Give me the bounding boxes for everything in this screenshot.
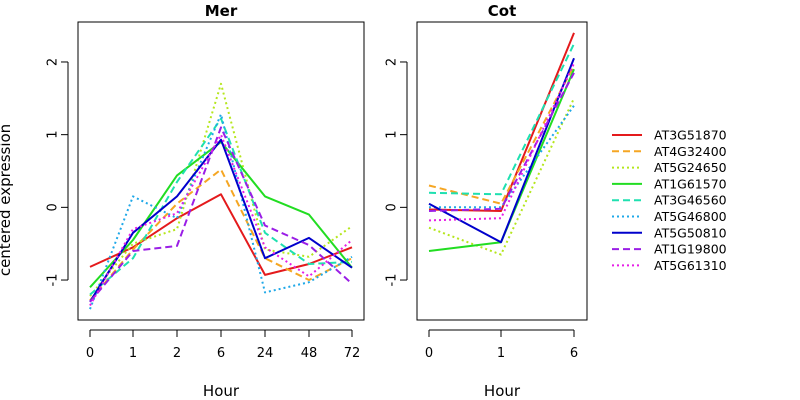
x-tick-label: 6 bbox=[217, 346, 225, 361]
series-line-at3g46560 bbox=[89, 117, 353, 296]
y-tick-label: 2 bbox=[46, 58, 61, 66]
panel-title: Cot bbox=[488, 2, 516, 20]
y-tick-label: 2 bbox=[385, 58, 400, 66]
y-axis-label: centered expression bbox=[0, 124, 14, 276]
y-tick-label: -1 bbox=[46, 274, 61, 287]
y-tick-label: 1 bbox=[46, 131, 61, 139]
x-tick-label: 6 bbox=[570, 346, 578, 361]
legend-label: AT3G51870 bbox=[654, 128, 727, 143]
x-tick-label: 2 bbox=[173, 346, 181, 361]
series-line-at4g32400 bbox=[428, 65, 575, 205]
plot-frame bbox=[77, 21, 365, 321]
panel-title: Mer bbox=[205, 2, 238, 20]
series-line-at5g61310 bbox=[428, 62, 575, 222]
legend-label: AT5G61310 bbox=[654, 258, 727, 273]
series-line-at5g50810 bbox=[428, 57, 575, 244]
legend-label: AT5G24650 bbox=[654, 160, 727, 175]
x-axis-label: Hour bbox=[203, 382, 240, 400]
series-line-at1g19800 bbox=[428, 72, 575, 212]
series-line-at1g61570 bbox=[428, 68, 575, 252]
legend-label: AT3G46560 bbox=[654, 193, 727, 208]
y-tick-label: 0 bbox=[385, 203, 400, 211]
y-tick-label: 0 bbox=[46, 203, 61, 211]
y-tick-label: 1 bbox=[385, 131, 400, 139]
series-line-at4g32400 bbox=[89, 168, 353, 302]
legend-label: AT1G19800 bbox=[654, 242, 727, 257]
x-tick-label: 0 bbox=[86, 346, 94, 361]
series-line-at5g46800 bbox=[429, 105, 575, 209]
y-tick-label: -1 bbox=[385, 274, 400, 287]
series-line-at5g24650 bbox=[89, 82, 353, 297]
x-axis-label: Hour bbox=[484, 382, 521, 400]
legend-label: AT1G61570 bbox=[654, 176, 727, 191]
series-line-at1g61570 bbox=[89, 140, 353, 288]
series-line-at5g50810 bbox=[89, 138, 353, 303]
series-line-at3g46560 bbox=[428, 43, 575, 196]
legend-label: AT5G46800 bbox=[654, 209, 727, 224]
series-line-at1g19800 bbox=[89, 126, 353, 303]
series-line-at5g46800 bbox=[89, 113, 353, 310]
legend-label: AT5G50810 bbox=[654, 225, 727, 240]
legend-label: AT4G32400 bbox=[654, 144, 727, 159]
plot-frame bbox=[416, 21, 588, 321]
x-tick-label: 72 bbox=[344, 346, 361, 361]
x-tick-label: 1 bbox=[129, 346, 137, 361]
x-tick-label: 1 bbox=[497, 346, 505, 361]
x-tick-label: 48 bbox=[301, 346, 318, 361]
x-tick-label: 0 bbox=[425, 346, 433, 361]
x-tick-label: 24 bbox=[257, 346, 274, 361]
series-line-at5g24650 bbox=[428, 97, 575, 256]
